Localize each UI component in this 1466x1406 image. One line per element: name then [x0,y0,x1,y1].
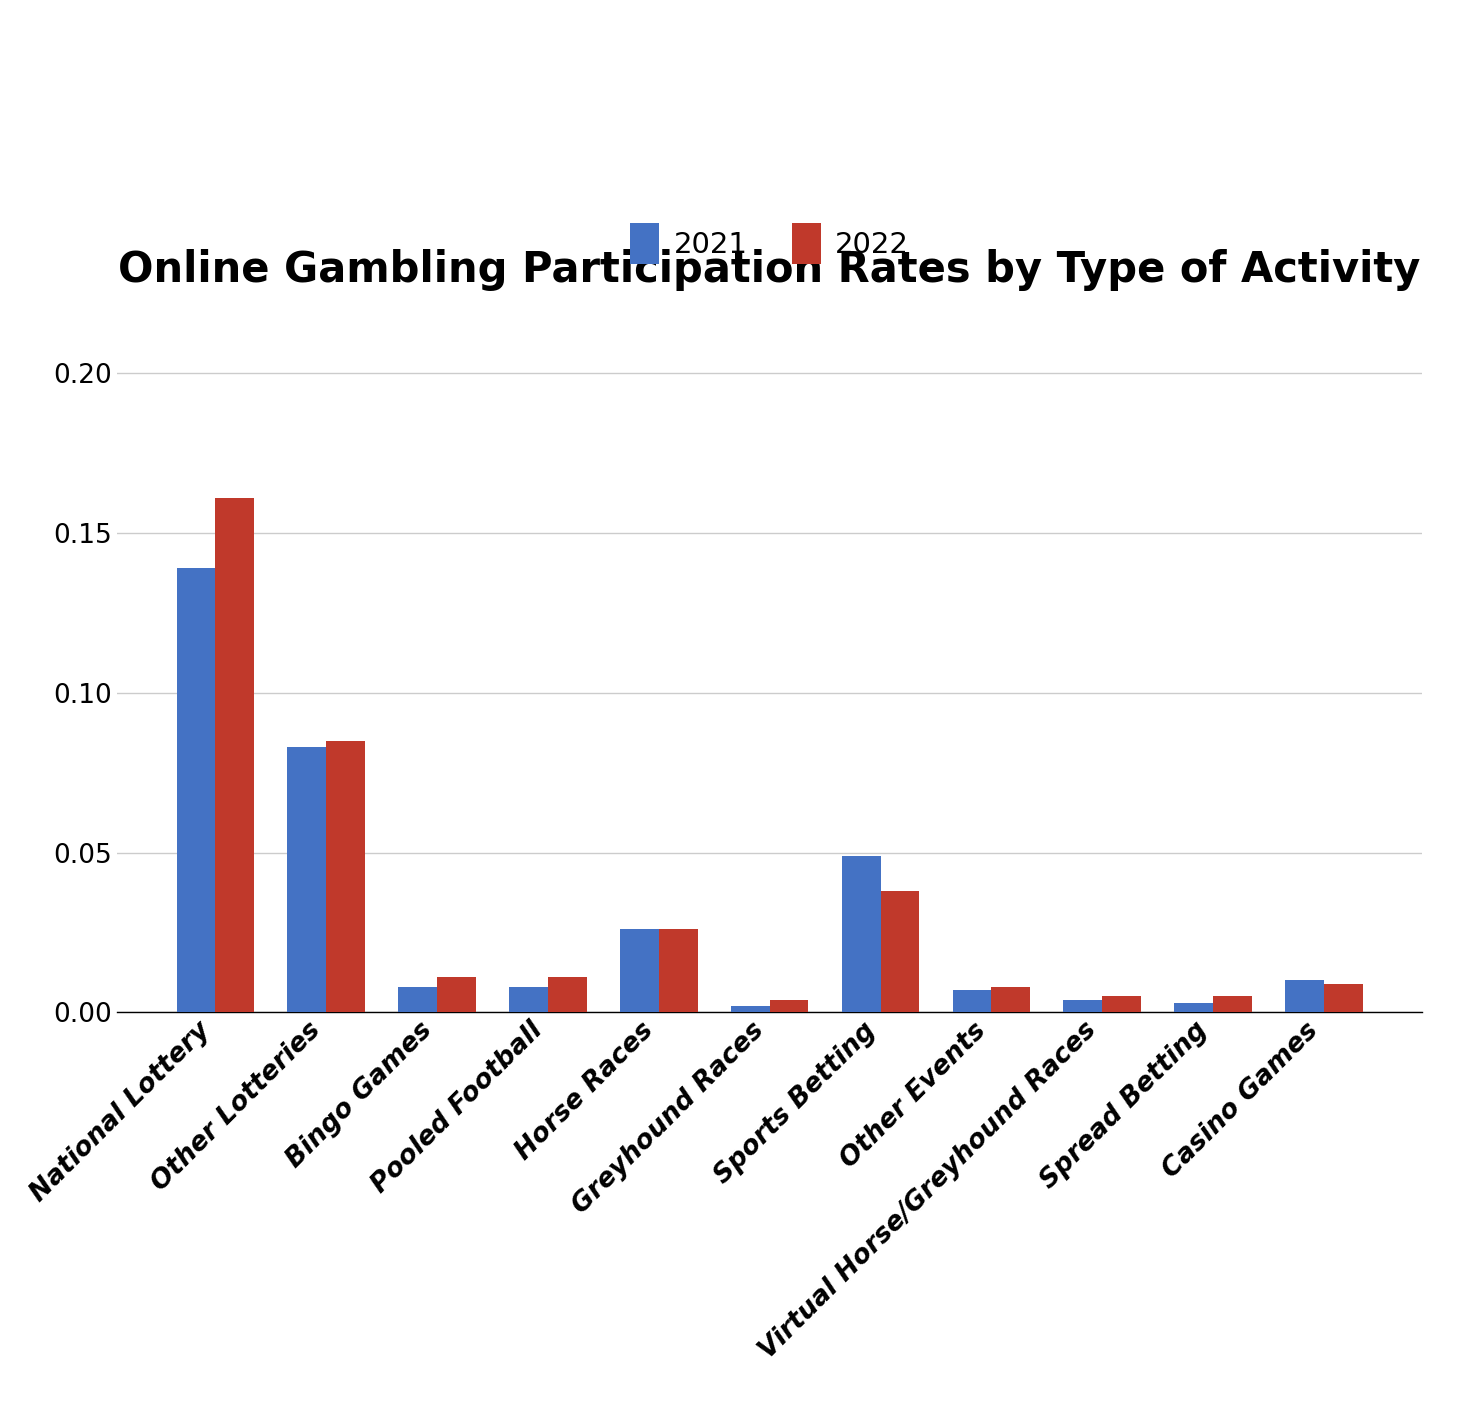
Legend: 2021, 2022: 2021, 2022 [619,211,921,276]
Bar [1286,980,1324,1012]
Bar [327,741,365,1012]
Bar [1174,1002,1212,1012]
Bar [1324,984,1363,1012]
Bar [1212,997,1252,1012]
Bar [509,987,548,1012]
Bar [1063,1000,1102,1012]
Bar [658,929,698,1012]
Bar [437,977,476,1012]
Bar [953,990,991,1012]
Bar [287,747,327,1012]
Bar [991,987,1031,1012]
Bar [399,987,437,1012]
Bar [216,498,254,1012]
Bar [548,977,586,1012]
Bar [881,891,919,1012]
Bar [176,568,216,1012]
Bar [1102,997,1141,1012]
Bar [770,1000,808,1012]
Bar [732,1005,770,1012]
Title: Online Gambling Participation Rates by Type of Activity: Online Gambling Participation Rates by T… [119,249,1421,291]
Bar [620,929,658,1012]
Bar [841,856,881,1012]
